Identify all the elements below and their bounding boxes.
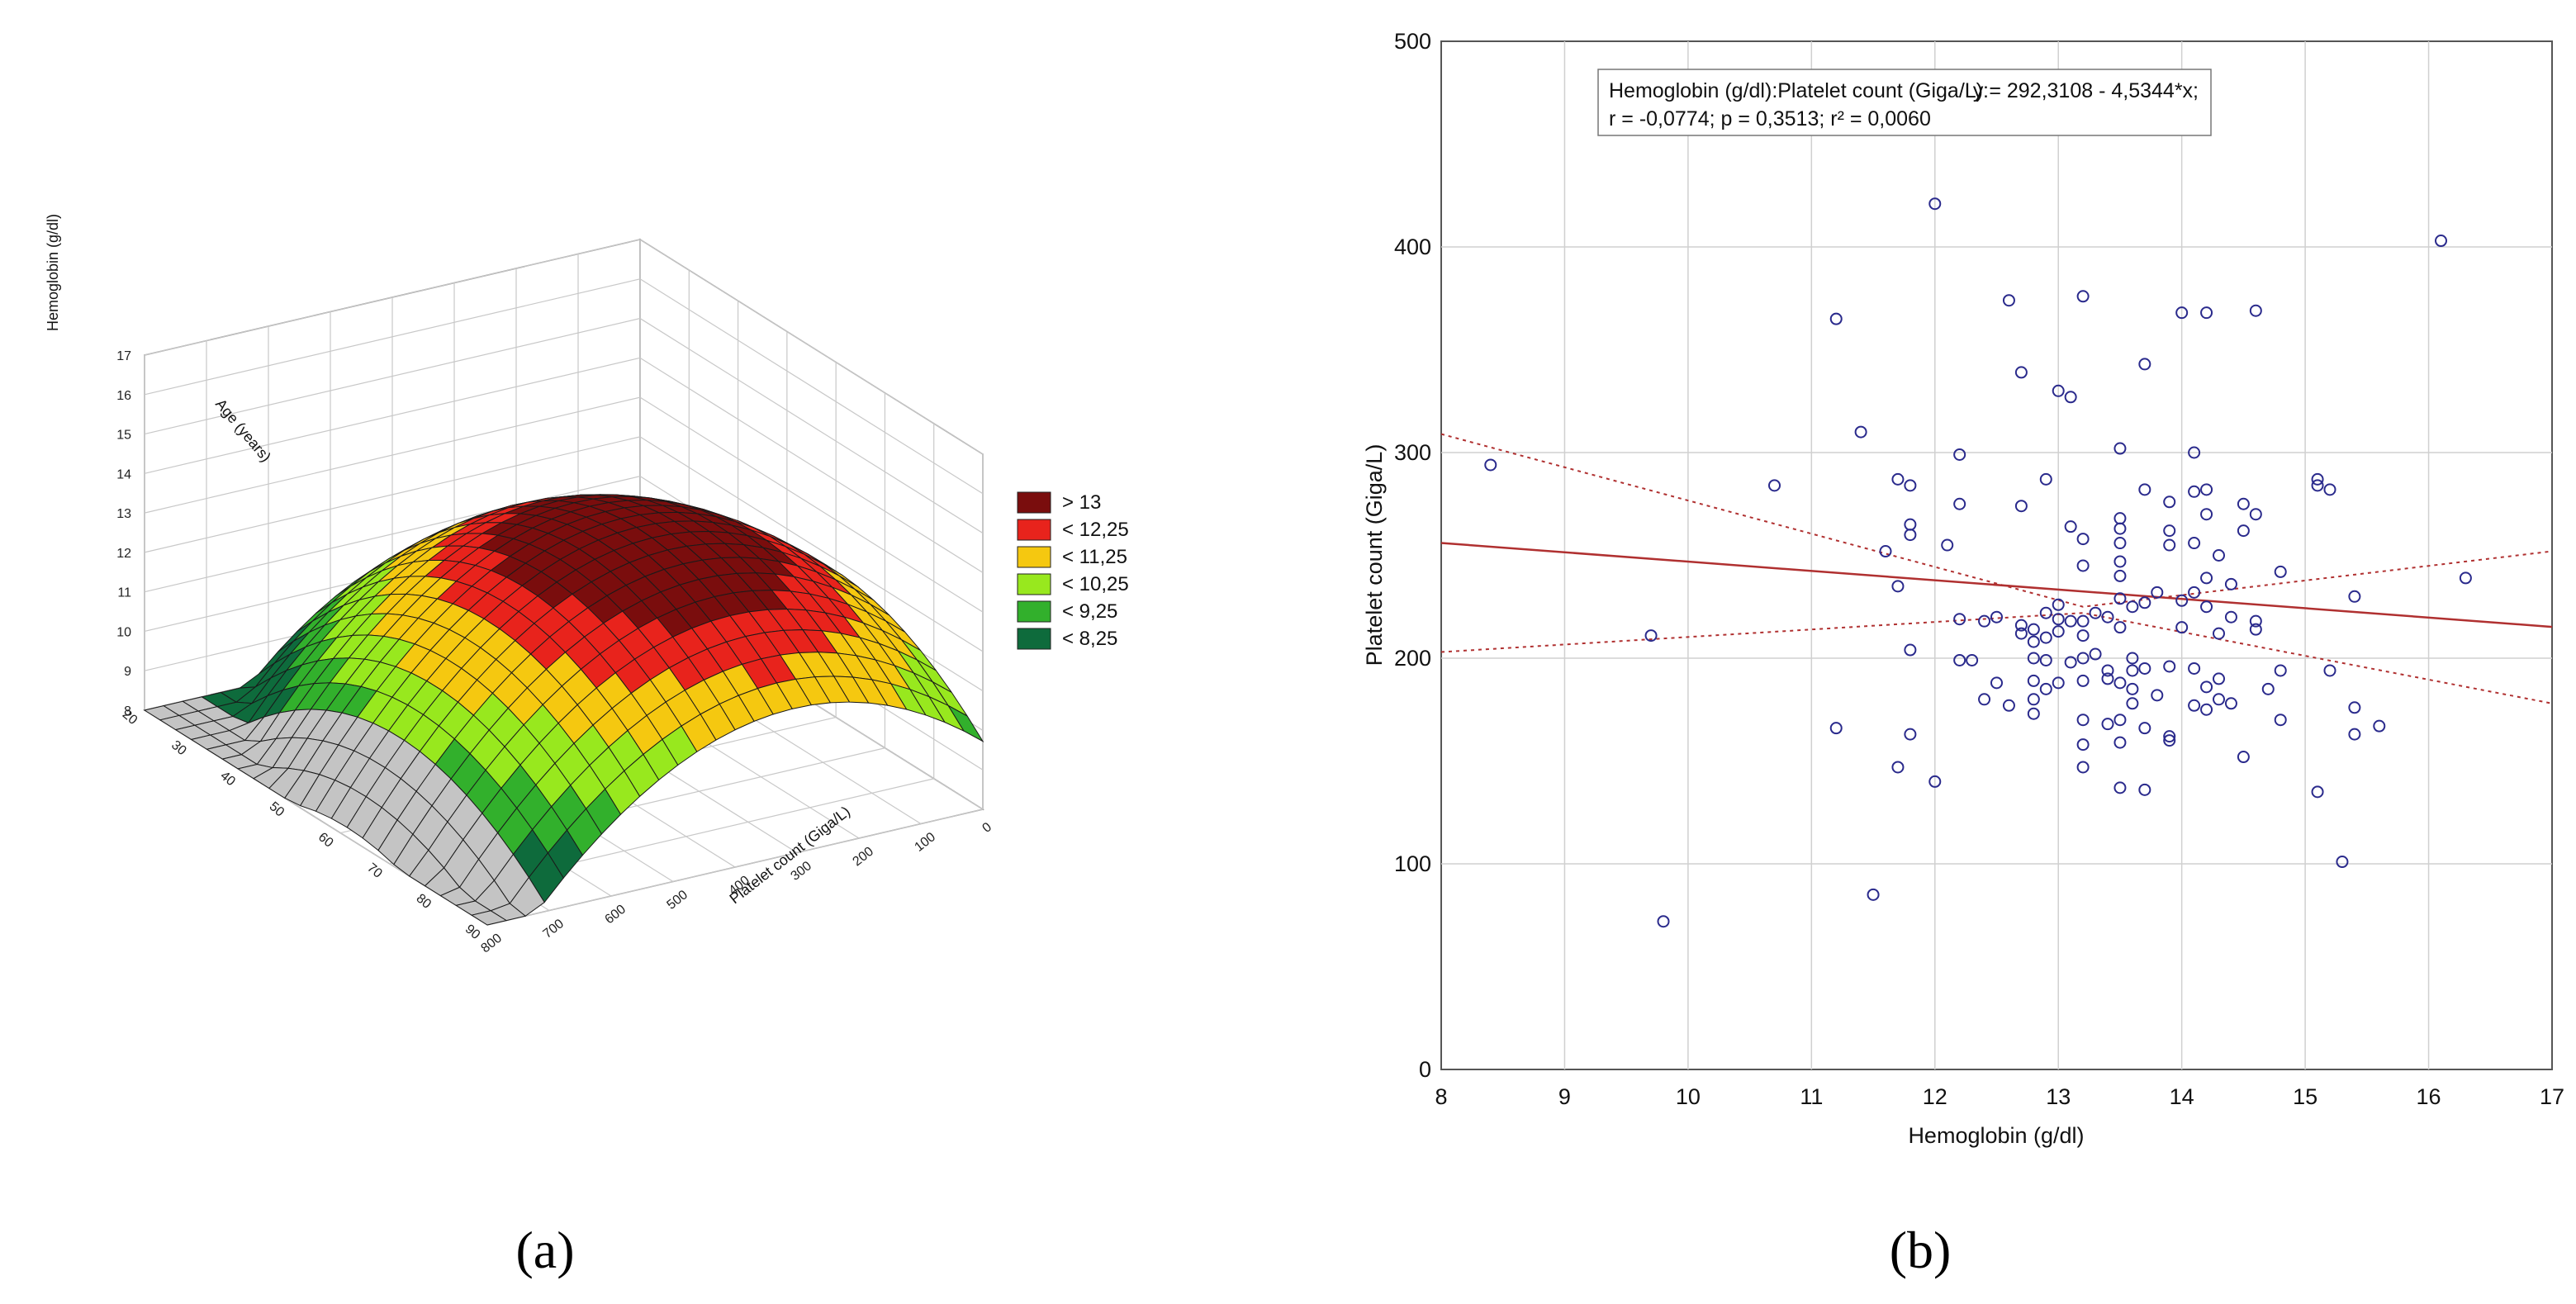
legend-swatch	[1018, 492, 1051, 513]
annotation-line2: r = -0,0774; p = 0,3513; r² = 0,0060	[1609, 107, 1931, 130]
y-tick-label: 300	[1394, 440, 1431, 465]
z-tick-label: 17	[116, 349, 131, 363]
y-tick-label: 50	[267, 799, 287, 820]
y-tick-label: 400	[1394, 235, 1431, 259]
x-tick-label: 16	[2417, 1084, 2441, 1109]
y-tick-label: 0	[1419, 1057, 1431, 1082]
y-tick-label: 100	[1394, 851, 1431, 876]
z-tick-label: 10	[116, 625, 131, 639]
scatter-y-tick-labels: 0 100 200 300 400 500	[1394, 29, 1431, 1082]
x-tick-label: 100	[912, 830, 938, 855]
z-tick-label: 9	[124, 665, 131, 679]
x-tick-label: 700	[540, 917, 567, 941]
scatter-chart-svg: 8 9 10 11 12 13 14 15 16 17 0 100 200 300 400 500 Hemo…	[1288, 0, 2576, 1300]
x-tick-label: 600	[602, 902, 629, 927]
x-tick-label: 12	[1923, 1084, 1947, 1109]
y-tick-label: 20	[120, 708, 140, 728]
x-tick-label: 8	[1435, 1084, 1447, 1109]
y-tick-label: 40	[217, 769, 238, 790]
scatter-ylabel: Platelet count (Giga/L)	[1362, 444, 1387, 666]
legend-swatch	[1018, 519, 1051, 540]
legend-label: > 13	[1062, 491, 1101, 514]
annotation-line1-left: Hemoglobin (g/dl):Platelet count (Giga/L…	[1609, 79, 1989, 102]
panel-b-caption: (b)	[1890, 1221, 1952, 1279]
x-tick-label: 11	[1800, 1084, 1823, 1109]
panel-a-caption: (a)	[515, 1221, 574, 1279]
x-tick-label: 15	[2293, 1084, 2317, 1109]
y-tick-label: 200	[1394, 646, 1431, 671]
surface-chart-svg: 1716151413121110982030405060708090010020…	[0, 0, 1288, 1300]
z-tick-label: 14	[116, 467, 131, 481]
scatter-x-tick-labels: 8 9 10 11 12 13 14 15 16 17	[1435, 1084, 2564, 1109]
z-tick-label: 12	[116, 547, 131, 561]
legend-label: < 9,25	[1062, 600, 1117, 623]
y-tick-label: 30	[168, 738, 189, 759]
x-tick-label: 9	[1558, 1084, 1571, 1109]
x-tick-label: 0	[980, 820, 994, 836]
z-tick-label: 15	[116, 429, 131, 443]
annotation-line1-right: y = 292,3108 - 4,5344*x;	[1973, 79, 2199, 102]
z-tick-label: 11	[117, 586, 131, 600]
y-tick-label: 70	[364, 861, 385, 881]
x-tick-label: 500	[664, 888, 690, 913]
legend-swatch	[1018, 574, 1051, 595]
legend-label: < 11,25	[1062, 546, 1127, 568]
legend-label: < 8,25	[1062, 628, 1117, 650]
z-tick-label: 16	[116, 389, 131, 403]
y-tick-label: 90	[463, 922, 483, 943]
y-tick-label: 60	[315, 830, 336, 851]
x-tick-label: 800	[478, 931, 505, 955]
surface-zlabel: Hemoglobin (g/dl)	[45, 214, 61, 331]
scatter-xlabel: Hemoglobin (g/dl)	[1908, 1123, 2084, 1148]
legend-swatch	[1018, 547, 1051, 567]
panel-b-scatter: 8 9 10 11 12 13 14 15 16 17 0 100 200 300 400 500 Hemo…	[1288, 0, 2576, 1300]
legend-label: < 12,25	[1062, 519, 1129, 541]
legend-swatch	[1018, 628, 1051, 649]
x-tick-label: 14	[2170, 1084, 2194, 1109]
surface-legend: > 13 < 12,25 < 11,25 < 10,25 < 9,25 < 8,25	[1018, 491, 1129, 650]
legend-label: < 10,25	[1062, 573, 1129, 595]
legend-swatch	[1018, 601, 1051, 622]
z-tick-label: 13	[116, 507, 131, 521]
y-tick-label: 500	[1394, 29, 1431, 54]
x-tick-label: 10	[1676, 1084, 1701, 1109]
y-tick-label: 80	[414, 891, 434, 912]
x-tick-label: 13	[2046, 1084, 2071, 1109]
x-tick-label: 200	[850, 844, 876, 869]
scatter-annotation-box: Hemoglobin (g/dl):Platelet count (Giga/L…	[1598, 69, 2211, 135]
x-tick-label: 17	[2540, 1084, 2564, 1109]
